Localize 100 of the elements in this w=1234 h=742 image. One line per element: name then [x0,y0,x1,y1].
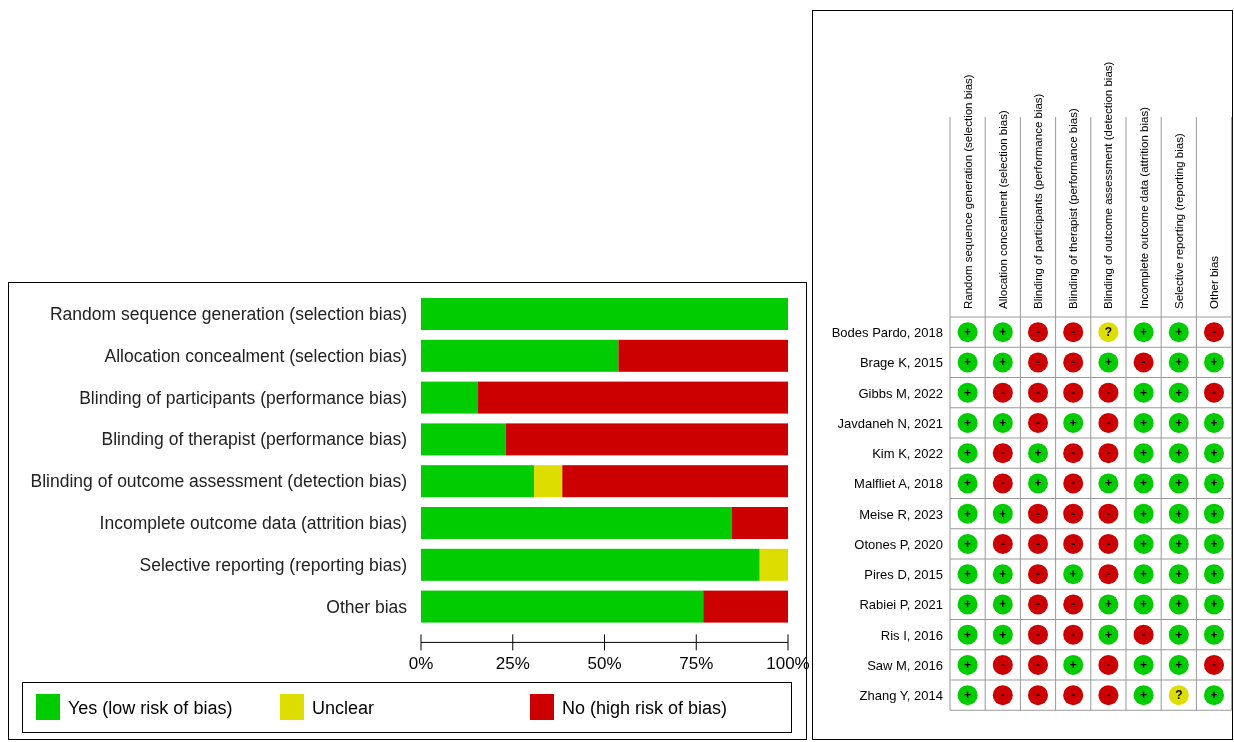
text: + [964,446,972,461]
bar [421,465,535,498]
bar [562,465,788,498]
text: + [1104,355,1112,370]
text: - [1141,627,1146,642]
text: - [1071,325,1076,340]
text: + [1069,657,1077,672]
x-tick-label: Blinding of therapist (performance bias) [1067,108,1080,309]
y-tick-label: Otones P, 2020 [854,536,943,552]
text: + [964,506,972,521]
text: - [1106,415,1111,430]
text: + [1210,627,1218,642]
text: - [1071,536,1076,551]
text: + [1140,476,1148,491]
text: + [1104,627,1112,642]
text: + [964,688,972,703]
text: + [1140,385,1148,400]
text: + [1175,355,1183,370]
text: + [1140,688,1148,703]
text: + [964,627,972,642]
text: + [964,476,972,491]
text: + [1104,597,1112,612]
text: - [1000,688,1005,703]
text: - [1071,688,1076,703]
text: + [999,325,1007,340]
text: + [1210,355,1218,370]
text: + [1140,536,1148,551]
text: - [1212,325,1216,340]
text: - [1071,627,1076,642]
text: - [1036,627,1040,642]
text: + [1210,415,1218,430]
x-tick-label: 50% [587,654,622,674]
y-tick-label: Allocation concealment (selection bias) [104,345,407,366]
text: + [1175,506,1183,521]
text: - [1071,506,1076,521]
text: - [1036,597,1040,612]
text: + [999,355,1007,370]
text: + [1140,325,1148,340]
text: + [1140,657,1148,672]
text: + [999,597,1007,612]
text: + [964,325,972,340]
y-tick-label: Other bias [326,596,408,617]
text: + [1175,627,1183,642]
text: + [964,355,972,370]
bar [421,298,788,330]
text: - [1141,355,1146,370]
text: - [1106,446,1111,461]
text: + [964,597,972,612]
text: - [1036,325,1040,340]
text: + [964,385,972,400]
bar [618,339,788,372]
text: + [1104,476,1112,491]
text: - [1036,506,1040,521]
x-tick-label: Other bias [1208,255,1220,309]
y-tick-label: Selective reporting (reporting bias) [139,554,407,575]
text: - [1071,355,1076,370]
x-tick-label: 75% [679,654,714,674]
x-tick-label: Incomplete outcome data (attrition bias) [1137,106,1150,309]
text: + [964,415,972,430]
y-tick-label: Ris I, 2016 [880,627,943,643]
y-tick-label: Kim K, 2022 [872,446,943,462]
bar [703,590,788,623]
bar [477,381,788,414]
text: + [964,657,972,672]
y-tick-label: Zhang Y, 2014 [859,688,943,704]
text: + [999,627,1007,642]
y-tick-label: Malfliet A, 2018 [854,476,943,492]
text: + [1210,446,1218,461]
text: - [1106,385,1111,400]
text: + [1210,506,1218,521]
text: - [1036,385,1040,400]
text: + [999,567,1007,582]
x-tick-label: 0% [408,654,434,674]
x-tick-label: Blinding of outcome assessment (detection bias) [1102,61,1115,309]
y-tick-label: Blinding of outcome assessment (detection bias) [30,471,407,492]
y-tick-label: Blinding of therapist (performance bias) [101,429,407,450]
text: + [1140,446,1148,461]
y-tick-label: Rabiei P, 2021 [859,597,943,613]
text: - [1106,657,1111,672]
text: - [1000,385,1005,400]
bar [421,507,732,539]
text: + [1175,446,1183,461]
text: - [1036,688,1040,703]
y-tick-label: Incomplete outcome data (attrition bias) [99,513,407,533]
text: + [1175,325,1183,340]
text: - [1000,657,1005,672]
x-tick-label: Selective reporting (reporting bias) [1172,133,1185,309]
text: + [999,415,1007,430]
bar [759,548,788,581]
text: + [1140,567,1148,582]
bar [421,548,760,581]
y-tick-label: Bodes Pardo, 2018 [831,325,943,341]
y-tick-label: Random sequence generation (selection bias) [49,304,407,324]
text: - [1212,657,1216,672]
text: - [1000,476,1005,491]
bar [534,465,563,498]
text: ? [1104,325,1113,340]
text: ? [1175,688,1183,703]
text: - [1000,536,1005,551]
bar [505,423,788,456]
